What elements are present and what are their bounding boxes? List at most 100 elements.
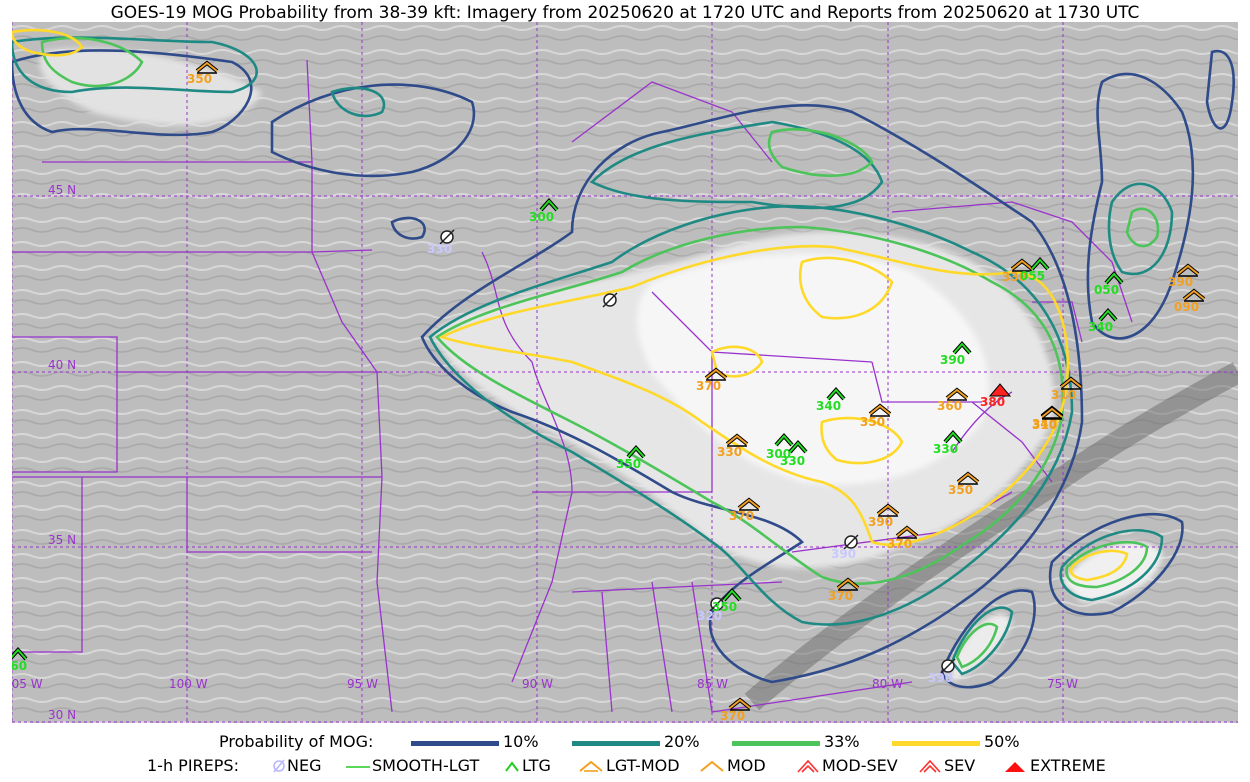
lat-label: 45 N (48, 183, 76, 197)
mod-icon (700, 760, 724, 772)
legend-label-50: 50% (984, 732, 1020, 751)
report-altitude-label: 330 (933, 442, 958, 456)
mod-report-marker: 370 (729, 497, 761, 523)
lat-label: 35 N (48, 533, 76, 547)
report-altitude-label: 050 (1094, 283, 1119, 297)
mod-report-marker: 370 (887, 525, 919, 551)
report-altitude-label: 370 (729, 509, 754, 523)
ltg-report-marker: 340 (1088, 307, 1118, 334)
legend-swatch-50 (892, 741, 980, 746)
report-altitude-label: 350 (712, 600, 737, 614)
lgt-mod-icon (579, 760, 603, 772)
legend-swatch-20 (572, 741, 660, 746)
ltg-report-marker: 055 (1020, 256, 1050, 283)
report-altitude-label: 320 (697, 609, 722, 623)
legend-swatch-10 (411, 741, 499, 746)
state-borders (12, 59, 1133, 713)
report-altitude-label: 330 (1002, 270, 1027, 284)
mod-report-marker: 330 (1002, 258, 1034, 284)
mod-report-marker: 350 (948, 471, 980, 497)
cloud-band (744, 362, 1238, 711)
report-altitude-label: 310 (1032, 418, 1057, 432)
report-altitude-label: 340 (1088, 320, 1113, 334)
mod-report-marker: 310 (1032, 406, 1064, 432)
extreme-icon (1005, 762, 1025, 772)
mod-report-marker: 360 (937, 387, 969, 413)
report-altitude-label: 370 (828, 589, 853, 603)
mod-report-marker: 090 (1174, 288, 1206, 314)
contour-20pct (12, 36, 1174, 676)
report-altitude-label: 340 (816, 399, 841, 413)
legend-label-33: 33% (824, 732, 860, 751)
report-altitude-label: 330 (717, 445, 742, 459)
ltg-report-marker: 300 (766, 432, 794, 461)
contour-50pct (12, 28, 1129, 582)
lon-label: 90 W (522, 677, 553, 691)
mod-report-marker: 390 (868, 503, 900, 529)
legend-sev-label: SEV (944, 756, 976, 775)
report-altitude-label: 350 (616, 457, 641, 471)
report-altitude-label: 090 (1174, 300, 1199, 314)
report-altitude-label: 390 (940, 353, 965, 367)
report-altitude-label: 330 (427, 242, 452, 256)
cloud-shield (39, 48, 1162, 682)
lon-label: 85 W (697, 677, 728, 691)
lon-label: 75 W (1047, 677, 1078, 691)
report-altitude-label: 390 (928, 671, 953, 685)
ltg-icon (505, 761, 519, 772)
mod-report-marker: 330 (717, 433, 749, 459)
probability-legend-title: Probability of MOG: (219, 732, 374, 751)
ltg-report-marker: 300 (529, 197, 559, 224)
report-altitude-label: 300 (766, 447, 791, 461)
lat-label: 40 N (48, 358, 76, 372)
mod-report-marker: 370 (696, 367, 728, 393)
satellite-map: 45 N 40 N 35 N 30 N 105 W 100 W 95 W 90 … (12, 22, 1238, 723)
ltg-report-marker: 340 (816, 386, 846, 413)
neg-report-marker: 390 (928, 658, 956, 685)
contour-10pct (12, 49, 1235, 689)
map-title: GOES-19 MOG Probability from 38-39 kft: … (110, 3, 1140, 23)
legend-ltg-label: LTG (522, 756, 551, 775)
report-altitude-label: 055 (1020, 269, 1045, 283)
report-altitude-label: 390 (1168, 275, 1193, 289)
mod-report-marker: 350 (187, 60, 219, 86)
mod-report-marker: 310 (1051, 376, 1083, 402)
ltg-report-marker: 330 (780, 439, 808, 468)
probability-legend: Probability of MOG: 10% 20% 33% 50% (0, 732, 1250, 754)
neg-report-marker: 330 (427, 229, 455, 256)
mod-report-marker: 350 (860, 403, 892, 429)
report-altitude-label: 350 (187, 72, 212, 86)
pirep-legend-title: 1-h PIREPS: (147, 756, 239, 775)
pirep-legend: 1-h PIREPS: NEG SMOOTH-LGT LTG LGT-MOD M… (0, 756, 1250, 778)
report-altitude-label: 390 (868, 515, 893, 529)
legend-mod-label: MOD (727, 756, 766, 775)
lon-label: 105 W (12, 677, 43, 691)
ltg-report-marker: 360 (12, 646, 28, 673)
ltg-report-marker: 350 (712, 587, 742, 614)
mod-report-marker: 390 (1168, 263, 1200, 289)
lon-label: 100 W (169, 677, 208, 691)
legend-smooth-lgt-label: SMOOTH-LGT (372, 756, 480, 775)
mod-sev-icon (797, 759, 819, 773)
report-altitude-label: 310 (1051, 388, 1076, 402)
legend-label-20: 20% (664, 732, 700, 751)
ltg-report-marker: 350 (616, 444, 646, 471)
ltg-report-marker: 330 (933, 429, 963, 456)
report-altitude-label: 370 (720, 709, 745, 723)
report-altitude-label: 340 (1032, 417, 1057, 431)
legend-swatch-33 (732, 741, 820, 746)
extreme-report-marker: 380 (980, 383, 1012, 409)
lon-label: 95 W (347, 677, 378, 691)
neg-report-marker (602, 292, 618, 308)
lat-label: 30 N (48, 708, 76, 722)
report-altitude-label: 360 (12, 659, 27, 673)
report-altitude-label: 370 (696, 379, 721, 393)
ltg-report-marker: 050 (1094, 270, 1124, 297)
report-altitude-label: 350 (948, 483, 973, 497)
report-altitude-label: 300 (529, 210, 554, 224)
neg-report-marker: 320 (697, 596, 725, 623)
legend-neg-label: NEG (287, 756, 322, 775)
mod-report-marker: 370 (720, 697, 752, 723)
neg-icon (273, 759, 285, 773)
